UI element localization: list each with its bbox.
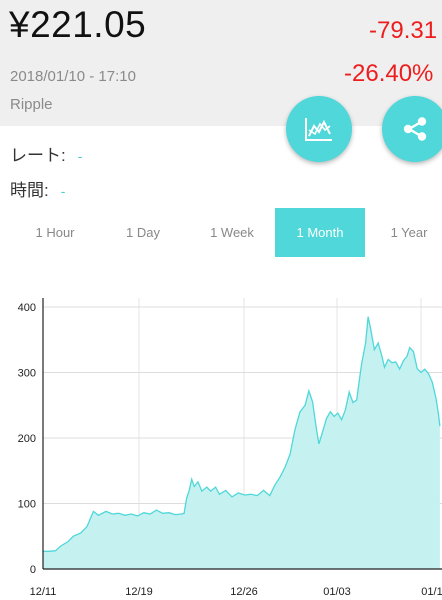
x-tick-label: 12/19: [125, 586, 153, 598]
x-tick-label: 12/11: [30, 586, 57, 598]
y-tick-label: 0: [30, 564, 36, 576]
time-row: 時間: -: [10, 176, 65, 201]
update-timestamp: 2018/01/10 - 17:10: [10, 68, 136, 85]
tab-1-day[interactable]: 1 Day: [126, 225, 160, 240]
y-tick-label: 100: [18, 499, 36, 511]
price-chart: 0 100 200 300 400 12/11 12/19 12/26 01/03 01/1: [18, 298, 442, 598]
current-price: ¥221.05: [9, 4, 147, 45]
y-tick-label: 200: [18, 433, 36, 445]
coin-name: Ripple: [10, 96, 53, 113]
series-area: [43, 316, 440, 569]
tab-1-hour[interactable]: 1 Hour: [35, 225, 75, 240]
time-value: -: [60, 183, 66, 199]
chart-view-button[interactable]: [286, 96, 352, 162]
price-change-amount: -79.31: [369, 17, 438, 44]
tab-1-year[interactable]: 1 Year: [390, 225, 428, 240]
share-icon: [403, 117, 427, 141]
price-header: ¥221.05 -79.31 -26.40% 2018/01/10 - 17:1…: [0, 0, 442, 126]
y-tick-label: 400: [18, 302, 36, 314]
tab-1-month[interactable]: 1 Month: [275, 208, 365, 257]
line-chart-icon: [305, 118, 332, 141]
price-change-percent: -26.40%: [344, 60, 434, 87]
y-tick-label: 300: [18, 368, 36, 380]
rate-value: -: [77, 148, 83, 164]
rate-row: レート: -: [10, 141, 82, 166]
time-label: 時間:: [10, 181, 49, 200]
x-tick-label: 01/1: [421, 586, 442, 598]
rate-label: レート:: [10, 146, 66, 165]
x-tick-label: 01/03: [323, 586, 351, 598]
share-button[interactable]: [382, 96, 442, 162]
series-line: [43, 316, 441, 552]
x-tick-label: 12/26: [230, 586, 258, 598]
tab-1-week[interactable]: 1 Week: [210, 225, 254, 240]
